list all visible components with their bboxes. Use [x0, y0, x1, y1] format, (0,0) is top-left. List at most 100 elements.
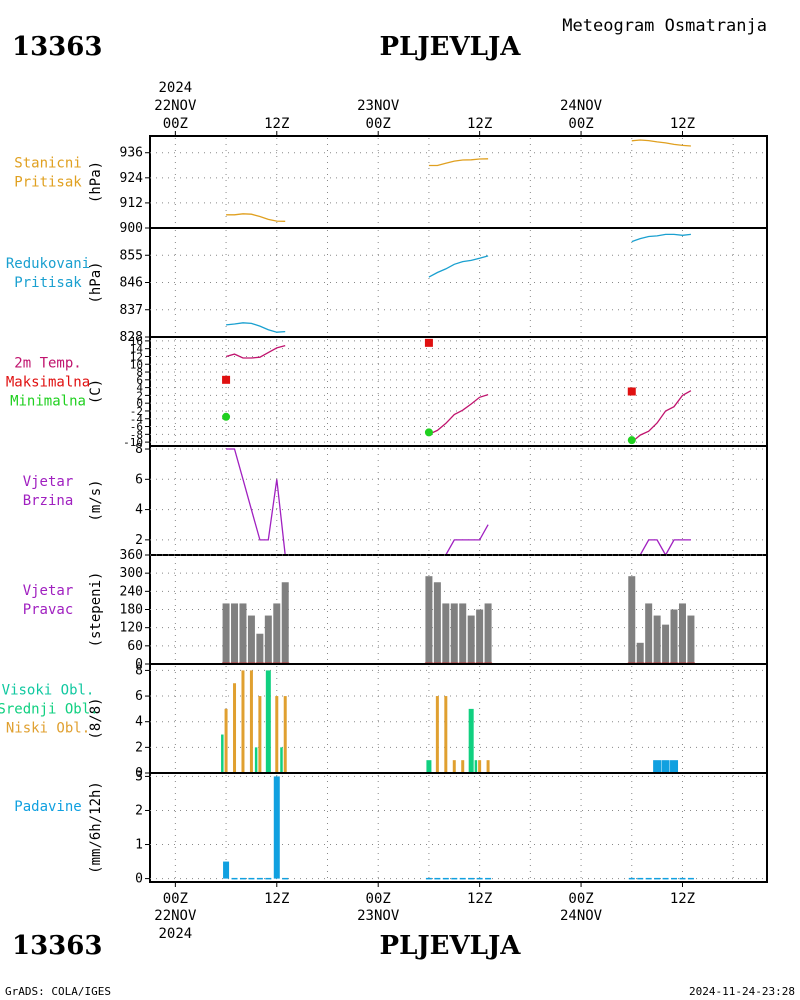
- y-axis-label: (C): [88, 379, 104, 404]
- y-tick-label: 0: [135, 657, 143, 672]
- series-line: [428, 158, 489, 167]
- cloud-low-bar: [249, 670, 253, 773]
- series-line: [428, 393, 489, 435]
- bottom-date-label: 23NOV: [357, 908, 400, 924]
- y-tick-label: 10: [130, 358, 143, 371]
- cloud-low-bar: [233, 683, 237, 773]
- panel-label: Brzina: [23, 493, 74, 509]
- bottom-time-label: 00Z: [366, 891, 391, 907]
- cloud-mid-bar: [221, 734, 224, 773]
- panel-label: Maksimalna: [6, 375, 90, 391]
- y-tick-label: 855: [120, 248, 143, 263]
- bottom-time-label: 12Z: [467, 891, 492, 907]
- y-tick-label: 3: [135, 769, 143, 784]
- y-tick-label: -10: [123, 436, 143, 449]
- wind-dir-bar: [433, 582, 441, 664]
- cloud-mid-bar: [265, 670, 271, 773]
- cloud-mid-bar: [468, 708, 474, 773]
- y-tick-label: 4: [135, 503, 143, 518]
- top-time-label: 12Z: [264, 116, 289, 132]
- wind-dir-bar: [281, 582, 289, 664]
- wind-dir-bar: [425, 576, 433, 664]
- cloud-extra-bar: [653, 760, 662, 773]
- y-tick-label: 936: [120, 146, 143, 161]
- y-tick-label: 0: [136, 397, 143, 410]
- cloud-low-bar: [283, 696, 287, 773]
- panel-wind_direction: 0 60 120 180 240 300 360 (stepeni) Vjetar Pravac: [23, 548, 767, 672]
- precip-bar: [671, 877, 678, 880]
- panel-label: Redukovani: [6, 256, 90, 272]
- bottom-time-label: 00Z: [568, 891, 593, 907]
- top-time-label: 12Z: [670, 116, 695, 132]
- precip-bar: [468, 877, 475, 880]
- y-tick-label: 0: [135, 766, 143, 781]
- bottom-date-label: 22NOV: [154, 908, 197, 924]
- series-line: [226, 213, 286, 222]
- series-line: [226, 448, 286, 556]
- temp-min-point: [627, 436, 636, 445]
- y-tick-label: 900: [120, 221, 143, 236]
- y-tick-label: 846: [120, 276, 143, 291]
- top-time-label: 12Z: [467, 116, 492, 132]
- y-tick-label: 0: [135, 872, 143, 887]
- panel-reduced_pressure: 828 837 846 855 (hPa)Redukovani Pritisak: [6, 227, 767, 345]
- y-tick-label: 2: [135, 533, 143, 548]
- wind-dir-bar: [484, 603, 492, 664]
- precip-bar: [239, 877, 246, 880]
- cloud-low-bar: [258, 696, 262, 773]
- y-tick-label: 360: [120, 548, 143, 563]
- panel-label: Stanicni: [14, 156, 81, 172]
- y-tick-label: 8: [135, 442, 143, 457]
- y-tick-label: 8: [135, 663, 143, 678]
- cloud-low-bar: [224, 708, 228, 773]
- panel-label: 2m Temp.: [14, 356, 81, 372]
- y-tick-label: 4: [135, 715, 143, 730]
- y-axis-label: (m/s): [88, 479, 104, 521]
- header: 13363 PLJEVLJA Meteogram Osmatranja: [12, 16, 767, 62]
- panel-label: Vjetar: [23, 583, 74, 599]
- wind-dir-bar: [662, 624, 670, 664]
- top-year-label: 2024: [158, 80, 192, 96]
- footer-station-name: PLJEVLJA: [380, 931, 522, 961]
- precip-bar: [679, 877, 686, 880]
- y-tick-label: 924: [120, 171, 144, 186]
- precip-bar: [425, 877, 432, 880]
- y-tick-label: 2: [135, 740, 143, 755]
- bottom-time-label: 12Z: [670, 891, 695, 907]
- wind-dir-bar: [467, 615, 475, 664]
- product-title: Meteogram Osmatranja: [562, 16, 767, 36]
- temp-min-point: [222, 412, 231, 421]
- precip-bar: [459, 877, 466, 880]
- wind-dir-bar: [687, 615, 695, 664]
- wind-dir-bar: [476, 609, 484, 664]
- y-tick-label: 240: [120, 584, 143, 599]
- wind-dir-bar: [256, 633, 264, 664]
- temp-max-point: [222, 375, 231, 384]
- y-tick-label: 6: [136, 374, 143, 387]
- cloud-mid-bar: [474, 760, 478, 773]
- y-tick-label: 6: [135, 472, 143, 487]
- precip-bar: [223, 861, 230, 879]
- temp-max-point: [627, 387, 636, 396]
- panel-precipitation: 0 1 2 3 (mm/6h/12h) Padavine: [14, 769, 767, 887]
- y-tick-label: 2: [136, 389, 143, 402]
- y-tick-label: 60: [127, 639, 143, 654]
- y-tick-label: 120: [120, 621, 143, 636]
- panel-label: Minimalna: [10, 394, 86, 410]
- panel-label: Srednji Obl.: [0, 702, 99, 718]
- top-date-label: 23NOV: [357, 98, 400, 114]
- top-time-label: 00Z: [163, 116, 188, 132]
- series-line: [226, 322, 286, 333]
- bottom-year-label: 2024: [158, 926, 192, 942]
- y-tick-label: 828: [120, 330, 143, 345]
- series-line: [631, 539, 691, 557]
- panels: 900912924936(hPa)StanicniPritisak8288378…: [0, 138, 767, 887]
- cloud-mid-bar: [426, 760, 432, 773]
- temp-min-point: [424, 428, 433, 437]
- wind-dir-bar: [645, 603, 653, 664]
- precip-bar: [654, 877, 661, 880]
- precip-bar: [645, 877, 652, 880]
- bottom-time-label: 00Z: [163, 891, 188, 907]
- y-tick-label: -6: [130, 421, 143, 434]
